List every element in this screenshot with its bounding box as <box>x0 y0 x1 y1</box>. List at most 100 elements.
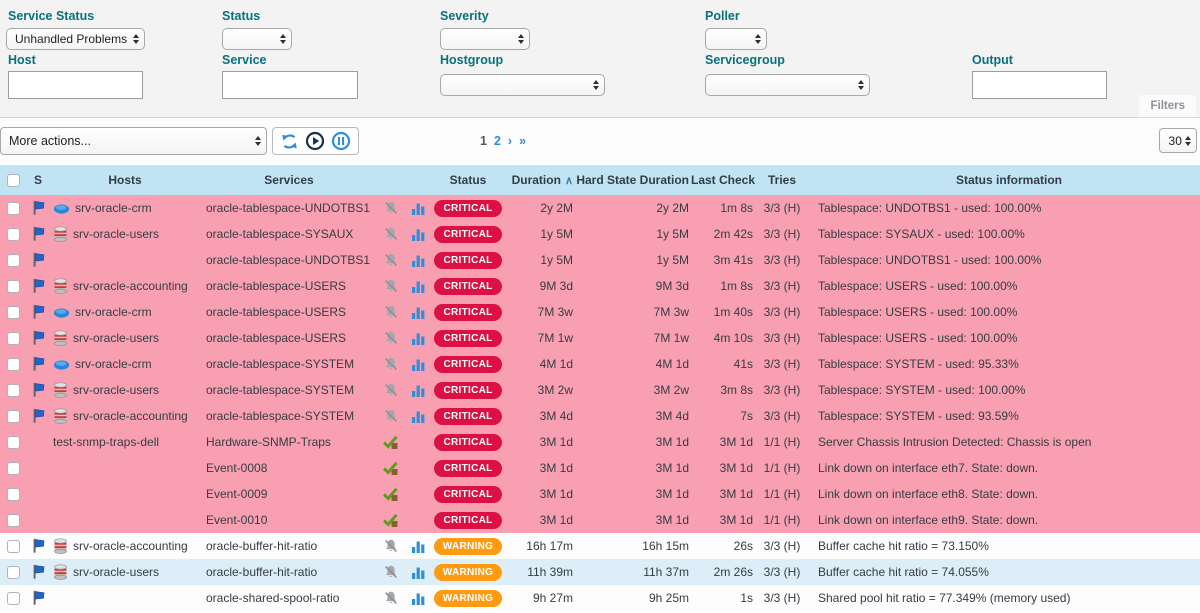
service-name-link[interactable]: oracle-tablespace-SYSTEM <box>206 383 355 397</box>
service-name-link[interactable]: oracle-tablespace-UNDOTBS1 <box>206 253 371 267</box>
row-checkbox[interactable] <box>6 357 20 371</box>
graph-icon[interactable] <box>411 201 426 216</box>
service-name-link[interactable]: oracle-tablespace-SYSAUX <box>206 227 354 241</box>
row-checkbox[interactable] <box>6 253 20 267</box>
row-checkbox[interactable] <box>6 279 20 293</box>
host-name-link[interactable]: srv-oracle-users <box>73 227 160 241</box>
row-checkbox[interactable] <box>6 383 20 397</box>
row-checkbox[interactable] <box>6 227 20 241</box>
header-hard-state-duration[interactable]: Hard State Duration <box>576 173 689 187</box>
refresh-icon[interactable] <box>280 132 299 151</box>
header-hosts[interactable]: Hosts <box>108 173 142 187</box>
graph-icon[interactable] <box>411 591 426 606</box>
row-checkbox[interactable] <box>6 513 20 527</box>
graph-icon[interactable] <box>411 539 426 554</box>
host-name-link[interactable]: srv-oracle-accounting <box>73 279 188 293</box>
service-name-link[interactable]: oracle-tablespace-USERS <box>206 331 347 345</box>
output-input[interactable] <box>972 71 1107 99</box>
host-name-link[interactable]: srv-oracle-users <box>73 383 160 397</box>
status-badge: CRITICAL <box>434 485 502 503</box>
table-row: srv-oracle-accounting oracle-tablespace-… <box>0 403 1200 429</box>
service-input[interactable] <box>222 71 358 99</box>
row-checkbox[interactable] <box>6 409 20 423</box>
graph-icon[interactable] <box>411 383 426 398</box>
service-name-link[interactable]: Event-0008 <box>206 461 268 475</box>
service-name-link[interactable]: Event-0010 <box>206 513 268 527</box>
graph-icon[interactable] <box>411 409 426 424</box>
pagination: 1 2 › » <box>480 134 526 148</box>
row-checkbox[interactable] <box>6 539 20 553</box>
host-name-link[interactable]: srv-oracle-crm <box>75 305 152 319</box>
last-check-cell: 1s <box>740 591 753 605</box>
service-name-link[interactable]: oracle-tablespace-USERS <box>206 305 347 319</box>
graph-icon[interactable] <box>411 565 426 580</box>
status-badge: CRITICAL <box>434 355 502 373</box>
row-checkbox[interactable] <box>6 591 20 605</box>
header-duration[interactable]: Duration ∧ <box>511 173 573 187</box>
play-icon[interactable] <box>305 131 325 151</box>
severity-select[interactable] <box>440 28 530 50</box>
host-name-link[interactable]: srv-oracle-accounting <box>73 539 188 553</box>
page-next-icon[interactable]: › <box>507 134 513 148</box>
host-name-link[interactable]: srv-oracle-accounting <box>73 409 188 423</box>
tries-cell: 3/3 (H) <box>763 331 801 345</box>
service-name-link[interactable]: Hardware-SNMP-Traps <box>206 435 331 449</box>
row-checkbox[interactable] <box>6 565 20 579</box>
service-status-select[interactable]: Unhandled Problems <box>6 28 145 50</box>
graph-icon[interactable] <box>411 357 426 372</box>
tries-cell: 3/3 (H) <box>763 227 801 241</box>
hostgroup-select[interactable] <box>440 74 605 96</box>
page-link-2[interactable]: 2 <box>493 134 501 148</box>
graph-icon[interactable] <box>411 331 426 346</box>
service-name-link[interactable]: oracle-buffer-hit-ratio <box>206 565 318 579</box>
page-last-icon[interactable]: » <box>519 134 527 148</box>
header-last-check[interactable]: Last Check <box>691 173 755 187</box>
host-name-link[interactable]: srv-oracle-users <box>73 331 160 345</box>
service-name-link[interactable]: oracle-tablespace-SYSTEM <box>206 409 355 423</box>
graph-icon[interactable] <box>411 305 426 320</box>
header-status-information[interactable]: Status information <box>955 173 1062 187</box>
service-name-link[interactable]: oracle-tablespace-UNDOTBS1 <box>206 201 371 215</box>
page-size-select[interactable]: 30 <box>1159 128 1197 153</box>
table-row: srv-oracle-accounting oracle-tablespace-… <box>0 273 1200 299</box>
host-name-link[interactable]: srv-oracle-users <box>73 565 160 579</box>
host-name-link[interactable]: srv-oracle-crm <box>75 201 152 215</box>
host-input[interactable] <box>8 71 143 99</box>
graph-icon[interactable] <box>411 227 426 242</box>
last-check-cell: 1m 8s <box>720 201 753 215</box>
status-badge: CRITICAL <box>434 407 502 425</box>
output-label: Output <box>972 53 1013 67</box>
table-row: test-snmp-traps-dell Hardware-SNMP-Traps <box>0 429 1200 455</box>
host-name-link[interactable]: test-snmp-traps-dell <box>53 435 160 449</box>
service-name-link[interactable]: oracle-tablespace-SYSTEM <box>206 357 355 371</box>
row-checkbox[interactable] <box>6 201 20 215</box>
graph-icon[interactable] <box>411 253 426 268</box>
servicegroup-select[interactable] <box>705 74 870 96</box>
header-s[interactable]: S <box>33 173 42 187</box>
status-select[interactable] <box>222 28 292 50</box>
database-host-icon <box>53 330 68 346</box>
tries-cell: 3/3 (H) <box>763 565 801 579</box>
graph-icon[interactable] <box>411 279 426 294</box>
row-checkbox[interactable] <box>6 461 20 475</box>
service-name-link[interactable]: oracle-tablespace-USERS <box>206 279 347 293</box>
row-checkbox[interactable] <box>6 331 20 345</box>
row-checkbox[interactable] <box>6 305 20 319</box>
header-services[interactable]: Services <box>264 173 314 187</box>
service-name-link[interactable]: Event-0009 <box>206 487 268 501</box>
header-tries[interactable]: Tries <box>767 173 797 187</box>
acknowledged-flag-icon <box>32 538 45 554</box>
host-name-link[interactable]: srv-oracle-crm <box>75 357 152 371</box>
service-name-link[interactable]: oracle-shared-spool-ratio <box>206 591 340 605</box>
tries-cell: 3/3 (H) <box>763 253 801 267</box>
select-all-checkbox[interactable] <box>6 173 20 187</box>
service-name-link[interactable]: oracle-buffer-hit-ratio <box>206 539 318 553</box>
pause-icon[interactable] <box>331 131 351 151</box>
filters-toggle-button[interactable]: Filters <box>1139 95 1196 117</box>
filter-panel: Service Status Unhandled Problems Status… <box>0 0 1200 118</box>
poller-select[interactable] <box>705 28 767 50</box>
more-actions-select[interactable]: More actions... <box>0 127 267 155</box>
row-checkbox[interactable] <box>6 435 20 449</box>
row-checkbox[interactable] <box>6 487 20 501</box>
header-status[interactable]: Status <box>449 173 487 187</box>
